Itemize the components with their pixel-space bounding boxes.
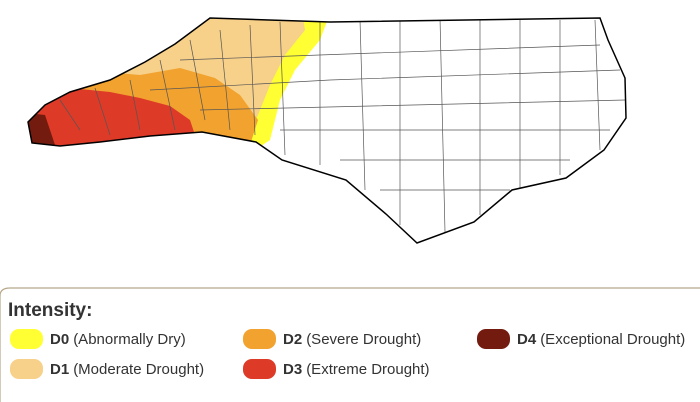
legend-desc: (Moderate Drought) xyxy=(73,361,204,378)
legend-swatch xyxy=(10,329,43,349)
legend-code: D3 xyxy=(283,361,302,378)
legend-desc: (Severe Drought) xyxy=(306,331,421,348)
legend-code: D1 xyxy=(50,361,69,378)
legend-label: D3 (Extreme Drought) xyxy=(283,361,430,378)
legend-code: D4 xyxy=(517,331,537,348)
legend-swatch xyxy=(477,329,510,349)
legend-border xyxy=(0,287,700,402)
legend-label: D0 (Abnormally Dry) xyxy=(50,331,186,348)
legend-label: D1 (Moderate Drought) xyxy=(50,361,204,378)
legend-code: D2 xyxy=(283,331,302,348)
legend-code: D0 xyxy=(50,331,69,348)
legend-title: Intensity: xyxy=(8,300,92,321)
legend-swatch xyxy=(243,359,276,379)
state-outline xyxy=(27,17,627,244)
legend-desc: (Exceptional Drought) xyxy=(540,331,685,348)
legend: D0 (Abnormally Dry)D1 (Moderate Drought)D2… xyxy=(10,329,685,379)
legend-swatch xyxy=(243,329,276,349)
legend-desc: (Abnormally Dry) xyxy=(73,331,186,348)
legend-label: D2 (Severe Drought) xyxy=(283,331,421,348)
legend-label: D4 (Exceptional Drought) xyxy=(517,331,685,348)
legend-swatch xyxy=(10,359,43,379)
legend-desc: (Extreme Drought) xyxy=(306,361,429,378)
county-lines xyxy=(59,18,626,233)
